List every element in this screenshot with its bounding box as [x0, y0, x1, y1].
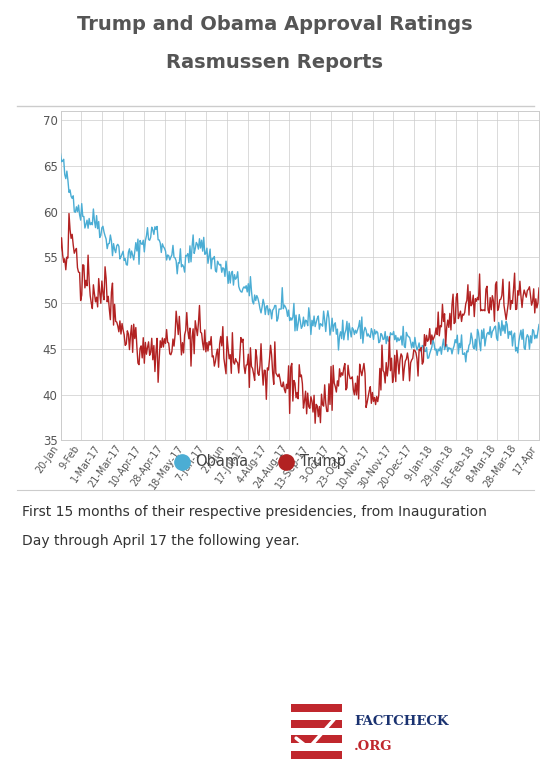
Bar: [291, 712, 342, 720]
Bar: [291, 720, 342, 728]
Bar: [291, 728, 342, 735]
Text: Trump and Obama Approval Ratings: Trump and Obama Approval Ratings: [77, 15, 473, 34]
Text: .ORG: .ORG: [354, 740, 393, 753]
Bar: [291, 704, 342, 712]
Bar: [291, 751, 342, 759]
Bar: [291, 735, 342, 743]
Text: FACTCHECK: FACTCHECK: [354, 715, 449, 728]
Text: Trump: Trump: [300, 454, 345, 469]
Bar: [291, 743, 342, 751]
Text: Obama: Obama: [195, 454, 249, 469]
Text: Rasmussen Reports: Rasmussen Reports: [167, 53, 383, 72]
Bar: [291, 704, 342, 759]
Text: Day through April 17 the following year.: Day through April 17 the following year.: [22, 534, 300, 548]
Text: First 15 months of their respective presidencies, from Inauguration: First 15 months of their respective pres…: [22, 506, 487, 519]
